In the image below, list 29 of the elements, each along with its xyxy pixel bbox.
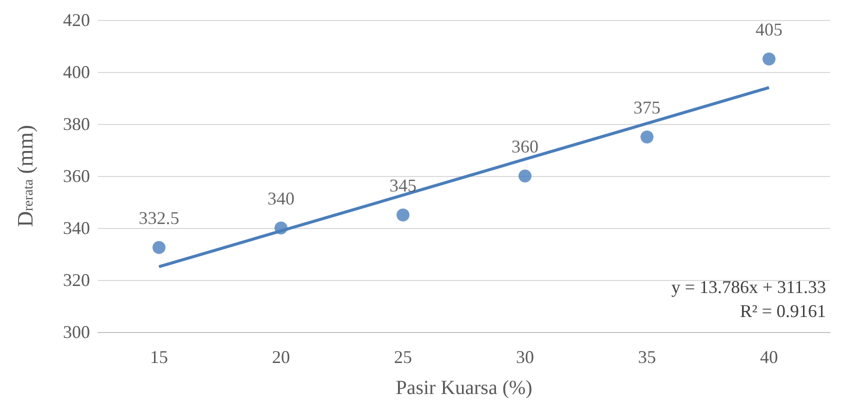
point — [152, 241, 166, 254]
y-tick-label: 360 — [63, 166, 90, 186]
x-tick-label: 25 — [394, 347, 412, 367]
data-label: 375 — [634, 98, 660, 118]
annotation: R² = 0.9161 — [740, 301, 826, 321]
data-label: 345 — [390, 176, 416, 196]
data-label: 405 — [756, 20, 782, 40]
point — [274, 222, 288, 234]
y-tick-label: 420 — [63, 10, 90, 30]
point — [762, 52, 776, 66]
annotation: y = 13.786x + 311.33 — [671, 277, 826, 297]
data-label: 340 — [268, 188, 294, 208]
data-label: 360 — [512, 136, 538, 156]
x-tick-label: 35 — [638, 347, 656, 367]
point — [640, 130, 654, 144]
x-tick-label: 40 — [760, 347, 778, 367]
y-tick-label: 400 — [63, 62, 90, 82]
y-tick-label: 300 — [63, 322, 90, 342]
point — [518, 170, 532, 182]
x-axis-title: Pasir Kuarsa (%) — [396, 377, 532, 399]
data-label: 332.5 — [138, 208, 180, 228]
y-tick-label: 320 — [63, 270, 90, 290]
x-tick-label: 15 — [150, 347, 168, 367]
point — [396, 208, 410, 222]
y-tick-label: 380 — [63, 114, 90, 134]
x-tick-label: 20 — [272, 347, 290, 367]
y-axis-title: Drerata (mm) — [12, 124, 38, 228]
x-tick-label: 30 — [516, 347, 534, 367]
y-tick-label: 340 — [63, 218, 90, 238]
